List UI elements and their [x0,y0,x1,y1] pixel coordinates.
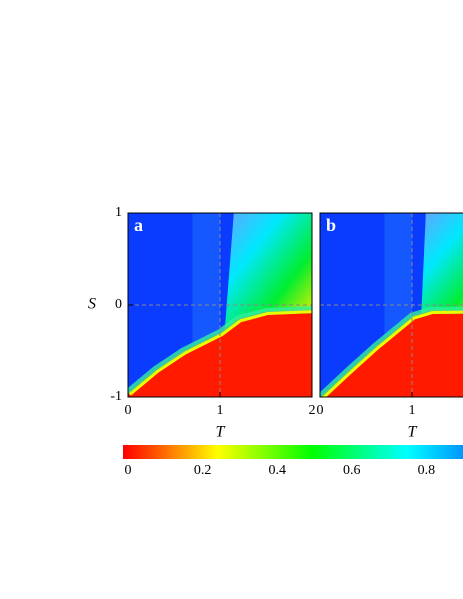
y-tick-label: 0 [115,297,122,312]
x-tick-label: 2 [309,403,316,418]
colorbar-tick-label: 0 [125,463,132,478]
y-tick-label: 1 [115,205,122,220]
heatmap-boundary [321,310,463,397]
colorbar [123,445,463,459]
heatmap-region [320,310,463,397]
panel-label: a [134,215,143,235]
y-tick-label: -1 [110,389,122,404]
x-axis-label: T [216,424,226,441]
x-axis-label: T [408,424,418,441]
heatmap-region [224,213,312,333]
heatmap-panel [320,213,463,397]
colorbar-tick-label: 0.2 [194,463,212,478]
heatmap-boundary [129,310,312,396]
colorbar-tick-label: 0.6 [343,463,361,478]
x-tick-label: 1 [217,403,224,418]
heatmap-region [421,213,463,317]
x-tick-label: 1 [409,403,416,418]
x-tick-label: 0 [317,403,324,418]
x-tick-label: 0 [125,403,132,418]
colorbar-tick-label: 0.4 [268,463,286,478]
panel-label: b [326,215,336,235]
y-axis-label: S [88,296,96,313]
colorbar-tick-label: 0.8 [418,463,436,478]
heatmap-boundary [320,306,463,397]
